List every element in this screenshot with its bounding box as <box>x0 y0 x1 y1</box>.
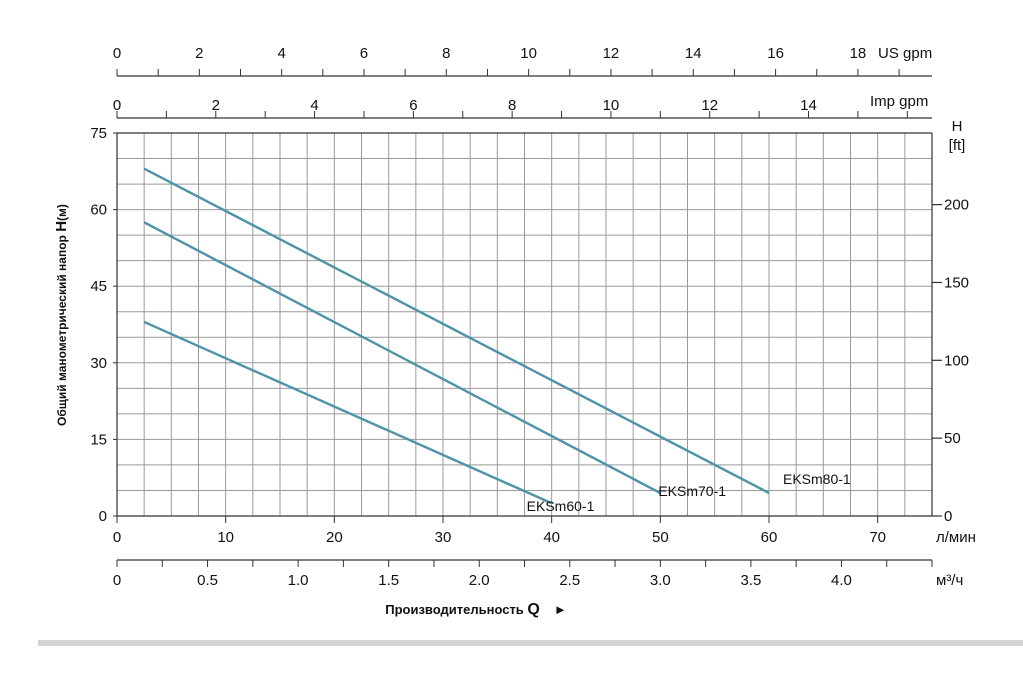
x-impgpm-tick-label: 8 <box>508 97 516 114</box>
x-lpm-tick-label: 20 <box>326 529 343 546</box>
y-ft-tick-label: 150 <box>944 274 969 291</box>
x-usgpm-tick-label: 18 <box>850 45 867 62</box>
x-m3h-tick-label: 4.0 <box>831 572 852 589</box>
series-label-eksm80-1: EKSm80-1 <box>783 471 851 487</box>
series-lines: EKSm60-1 EKSm70-1 EKSm80-1 <box>143 167 851 514</box>
y-axis-title: Общий манометрический напор H(м) <box>53 204 70 426</box>
y-ft-tick-label: 100 <box>944 352 969 369</box>
x-m3h-tick-label: 3.0 <box>650 572 671 589</box>
y-m-tick-label: 45 <box>90 278 107 295</box>
x-impgpm-tick-label: 14 <box>800 97 817 114</box>
series-label-eksm60-1: EKSm60-1 <box>527 498 595 514</box>
x-usgpm-tick-label: 10 <box>520 45 537 62</box>
series-line-eksm80-1 <box>143 167 770 495</box>
x-lpm-unit: л/мин <box>936 529 976 546</box>
x-usgpm-unit: US gpm <box>878 45 932 62</box>
x-impgpm-tick-label: 0 <box>113 97 121 114</box>
grid <box>117 133 932 516</box>
y-ft-unit-bottom: [ft] <box>949 137 966 154</box>
plot-frame <box>116 132 933 517</box>
x-usgpm-tick-label: 0 <box>113 45 121 62</box>
x-impgpm-tick-label: 2 <box>212 97 220 114</box>
x-m3h-tick-label: 0 <box>113 572 121 589</box>
y-m-tick-label: 30 <box>90 355 107 372</box>
x-m3h-tick-label: 0.5 <box>197 572 218 589</box>
x-usgpm-tick-label: 12 <box>603 45 620 62</box>
series-line-eksm70-1 <box>143 221 661 495</box>
y-m-tick-label: 60 <box>90 202 107 219</box>
y-ft-tick-label: 50 <box>944 430 961 447</box>
x-m3h-tick-label: 2.5 <box>559 572 580 589</box>
y-ft-unit-top: H <box>952 118 963 135</box>
x-impgpm-tick-label: 6 <box>409 97 417 114</box>
x-m3h-tick-label: 3.5 <box>740 572 761 589</box>
x-usgpm-tick-label: 4 <box>277 45 285 62</box>
x-lpm-tick-label: 50 <box>652 529 669 546</box>
x-impgpm-tick-label: 10 <box>603 97 620 114</box>
y-m-tick-label: 75 <box>90 125 107 142</box>
x-lpm-tick-label: 0 <box>113 529 121 546</box>
x-usgpm-tick-label: 16 <box>767 45 784 62</box>
x-usgpm-tick-label: 6 <box>360 45 368 62</box>
x-lpm-tick-label: 70 <box>869 529 886 546</box>
y-m-tick-label: 15 <box>90 431 107 448</box>
x-impgpm-tick-label: 12 <box>701 97 718 114</box>
y-ft-tick-label: 0 <box>944 508 952 525</box>
x-impgpm-unit: Imp gpm <box>870 93 928 110</box>
x-m3h-tick-label: 2.0 <box>469 572 490 589</box>
x-m3h-tick-label: 1.0 <box>288 572 309 589</box>
x-impgpm-tick-label: 4 <box>310 97 318 114</box>
x-lpm-tick-label: 40 <box>543 529 560 546</box>
x-usgpm-tick-label: 14 <box>685 45 702 62</box>
x-lpm-tick-label: 30 <box>435 529 452 546</box>
x-lpm-tick-label: 60 <box>761 529 778 546</box>
series-label-eksm70-1: EKSm70-1 <box>658 483 726 499</box>
x-usgpm-tick-label: 2 <box>195 45 203 62</box>
x-m3h-tick-label: 1.5 <box>378 572 399 589</box>
y-m-tick-label: 0 <box>99 508 107 525</box>
y-ft-tick-label: 200 <box>944 197 969 214</box>
x-usgpm-tick-label: 8 <box>442 45 450 62</box>
series-line-eksm60-1 <box>143 320 553 505</box>
x-lpm-tick-label: 10 <box>217 529 234 546</box>
x-axis-title: Производительность Q ► <box>385 601 567 618</box>
bottom-divider <box>38 640 1023 646</box>
x-m3h-unit: м³/ч <box>936 572 963 589</box>
axis-titles: Общий манометрический напор H(м) Произво… <box>53 204 567 618</box>
